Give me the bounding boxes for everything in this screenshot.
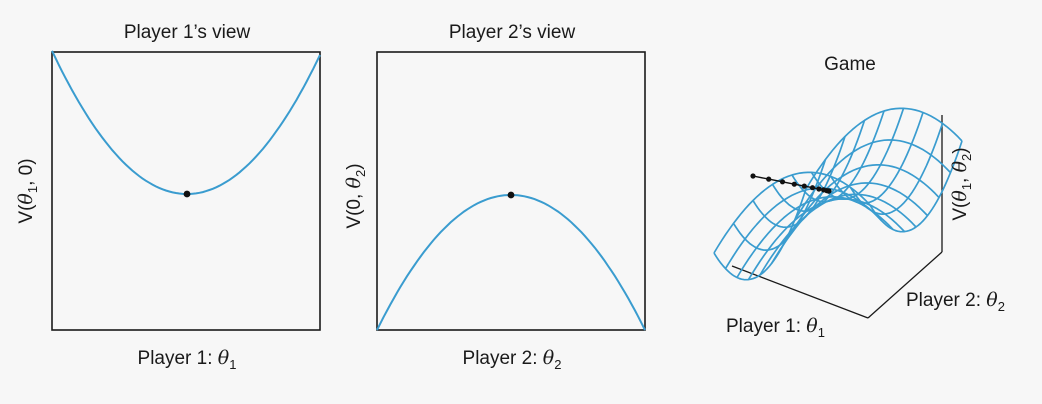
panel1-ylabel: V(θ1, 0)	[15, 158, 40, 223]
panel1-minimum-marker	[183, 190, 191, 198]
panel2-xlabel: Player 2: θ2	[463, 347, 562, 372]
game-title: Game	[824, 54, 876, 75]
trajectory-point	[766, 176, 772, 182]
trajectory-point	[801, 183, 807, 189]
saddle-grid-line	[849, 123, 944, 215]
saddle-grid-line	[724, 187, 883, 270]
panel1-curve	[51, 50, 321, 195]
game-ylabel: Player 2: θ2	[906, 289, 1005, 314]
panel2-maximum-marker	[507, 191, 515, 199]
game-depth-axis	[867, 251, 943, 319]
trajectory-point	[826, 188, 832, 194]
saddle-grid-line	[791, 110, 885, 203]
saddle-grid-line	[830, 112, 924, 205]
game-zlabel: V(θ1, θ2)	[949, 147, 974, 220]
panel1-title: Player 1’s view	[124, 22, 251, 43]
panel2-frame	[376, 51, 646, 331]
panel-player1: Player 1’s view V(θ1, 0) Player 1: θ1	[15, 22, 321, 372]
saddle-grid-line	[713, 188, 807, 281]
trajectory-point	[750, 173, 756, 179]
saddle-grid-line	[869, 140, 963, 233]
game-front-axis	[731, 265, 869, 319]
trajectory-point	[809, 185, 816, 191]
trajectory-point	[791, 181, 797, 187]
panel2-ylabel: V(0, θ2)	[343, 163, 368, 228]
panel2-title: Player 2’s view	[449, 22, 576, 43]
panel-game: Game V(θ1, θ2) Player 2: θ2 Player 1: θ1	[713, 54, 1005, 340]
saddle-grid-line	[747, 198, 906, 281]
panel-player2: Player 2’s view V(0, θ2) Player 2: θ2	[343, 22, 646, 372]
trajectory-point	[816, 186, 822, 192]
saddle-grid-line	[759, 193, 917, 276]
panel1-xlabel: Player 1: θ1	[138, 347, 237, 372]
game-saddle-surface	[713, 107, 963, 281]
panel2-curve	[376, 193, 646, 331]
saddle-grid-line	[771, 120, 866, 212]
trajectory-point	[779, 179, 786, 185]
game-trajectory	[750, 173, 832, 194]
saddle-grid-line	[782, 164, 940, 246]
saddle-grid-line	[732, 159, 827, 251]
saddle-grid-line	[752, 136, 846, 229]
game-xlabel: Player 1: θ1	[726, 315, 825, 340]
panel1-frame	[51, 51, 321, 331]
